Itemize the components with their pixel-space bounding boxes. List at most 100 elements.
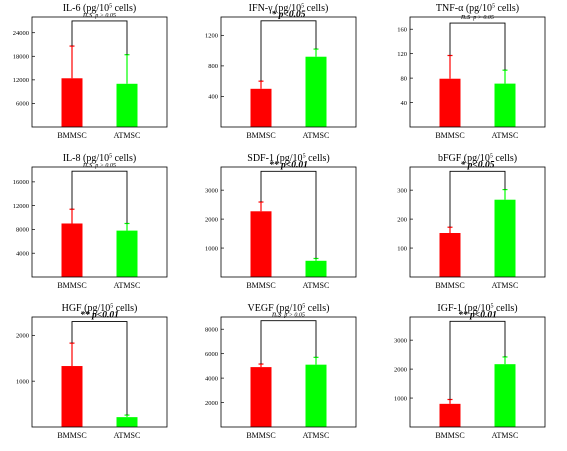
chart-title-unit-end: cells) bbox=[493, 303, 517, 314]
chart-title-sup: 5 bbox=[490, 304, 493, 310]
significance-bracket bbox=[449, 320, 506, 400]
bar-bmmsc bbox=[439, 233, 461, 277]
bar-atmsc bbox=[494, 199, 516, 277]
chart-title-unit: (pg/10 bbox=[461, 153, 490, 164]
category-label: BMMSC bbox=[57, 131, 86, 140]
chart-title-main: IL-6 bbox=[63, 3, 81, 14]
y-tick-label: 2000 bbox=[205, 400, 218, 407]
y-tick-label: 300 bbox=[397, 187, 407, 194]
y-tick-label: 8000 bbox=[16, 227, 29, 234]
chart-svg: IGF-1 (pg/105 cells) BMMSC ATMSC 1000 2000 30… bbox=[394, 303, 546, 440]
bar-atmsc bbox=[116, 83, 138, 127]
y-tick-label: 2000 bbox=[205, 216, 218, 223]
y-tick-label: 12000 bbox=[13, 203, 29, 210]
y-tick-label: 400 bbox=[208, 94, 218, 101]
chart-title-unit-end: cells) bbox=[495, 3, 519, 14]
y-tick-label: 18000 bbox=[13, 53, 29, 60]
significance-label: * p<0.05 bbox=[461, 159, 495, 170]
chart-title-unit: (pg/10 bbox=[462, 303, 491, 314]
chart-title: bFGF (pg/105 cells) bbox=[438, 153, 517, 164]
y-tick-label: 1000 bbox=[205, 245, 218, 252]
plot-frame bbox=[220, 316, 357, 428]
chart-title-main: IFN-γ bbox=[249, 3, 273, 14]
plot-frame bbox=[409, 16, 546, 128]
category-label: ATMSC bbox=[492, 131, 519, 140]
category-label: BMMSC bbox=[57, 281, 86, 290]
chart-panel-ifn-: IFN-γ (pg/105 cells) BMMSC ATMSC 400 800 1200… bbox=[189, 0, 378, 150]
chart-title-sup: 5 bbox=[301, 4, 304, 10]
category-label: BMMSC bbox=[246, 131, 275, 140]
significance-bracket bbox=[260, 320, 317, 365]
y-tick-label: 12000 bbox=[13, 77, 29, 84]
chart-panel-il-8: IL-8 (pg/105 cells) BMMSC ATMSC 4000 8000 120… bbox=[0, 150, 189, 300]
chart-title-unit: (pg/10 bbox=[81, 3, 110, 14]
category-label: ATMSC bbox=[114, 131, 141, 140]
chart-title-unit: (pg/10 bbox=[82, 303, 111, 314]
chart-panel-tnf-: TNF-α (pg/105 cells) BMMSC ATMSC 40 80 120 160… bbox=[378, 0, 567, 150]
y-tick-label: 1000 bbox=[16, 378, 29, 385]
bar-bmmsc bbox=[439, 403, 461, 427]
category-label: BMMSC bbox=[435, 431, 464, 440]
chart-title-main: IGF-1 bbox=[437, 303, 461, 314]
chart-title-unit: (pg/10 bbox=[274, 303, 303, 314]
y-tick-label: 160 bbox=[397, 26, 407, 33]
significance-bracket bbox=[449, 170, 506, 228]
plot-frame bbox=[409, 166, 546, 278]
chart-title: SDF-1 (pg/105 cells) bbox=[247, 153, 329, 164]
category-label: BMMSC bbox=[246, 431, 275, 440]
bar-atmsc bbox=[305, 260, 327, 277]
significance-bracket bbox=[449, 22, 506, 71]
category-label: ATMSC bbox=[303, 281, 330, 290]
significance-bracket bbox=[260, 20, 317, 82]
category-label: BMMSC bbox=[435, 281, 464, 290]
chart-title-sup: 5 bbox=[110, 304, 113, 310]
chart-title-main: TNF-α bbox=[436, 3, 464, 14]
chart-title-sup: 5 bbox=[490, 154, 493, 160]
chart-panel-hgf: HGF (pg/105 cells) BMMSC ATMSC 1000 2000 ** p… bbox=[0, 300, 189, 450]
y-tick-label: 200 bbox=[397, 216, 407, 223]
chart-title-sup: 5 bbox=[303, 154, 306, 160]
bar-atmsc bbox=[494, 364, 516, 427]
significance-bracket bbox=[71, 321, 128, 416]
category-label: ATMSC bbox=[492, 281, 519, 290]
chart-title-unit-end: cells) bbox=[112, 153, 136, 164]
y-tick-label: 6000 bbox=[205, 351, 218, 358]
chart-title-main: SDF-1 bbox=[247, 153, 274, 164]
plot-frame bbox=[31, 16, 168, 128]
bar-atmsc bbox=[116, 230, 138, 277]
y-tick-label: 1200 bbox=[205, 33, 218, 40]
chart-title: HGF (pg/105 cells) bbox=[62, 303, 138, 314]
bar-bmmsc bbox=[61, 366, 83, 427]
chart-title: VEGF (pg/105 cells) bbox=[248, 303, 330, 314]
category-label: BMMSC bbox=[57, 431, 86, 440]
chart-svg: TNF-α (pg/105 cells) BMMSC ATMSC 40 80 120 160… bbox=[397, 3, 546, 140]
chart-title-main: VEGF bbox=[248, 303, 275, 314]
plot-frame bbox=[220, 16, 357, 128]
category-label: ATMSC bbox=[114, 431, 141, 440]
y-tick-label: 24000 bbox=[13, 30, 29, 37]
chart-title: IFN-γ (pg/105 cells) bbox=[249, 3, 329, 14]
significance-label: ** p<0.01 bbox=[269, 159, 308, 170]
bar-bmmsc bbox=[61, 78, 83, 127]
chart-svg: bFGF (pg/105 cells) BMMSC ATMSC 100 200 300 * … bbox=[397, 153, 546, 290]
category-label: ATMSC bbox=[303, 431, 330, 440]
plot-frame bbox=[220, 166, 357, 278]
significance-bracket bbox=[260, 170, 317, 259]
chart-title: IGF-1 (pg/105 cells) bbox=[437, 303, 517, 314]
y-tick-label: 100 bbox=[397, 245, 407, 252]
category-label: ATMSC bbox=[114, 281, 141, 290]
plot-frame bbox=[409, 316, 546, 428]
chart-panel-igf-1: IGF-1 (pg/105 cells) BMMSC ATMSC 1000 2000 30… bbox=[378, 300, 567, 450]
chart-title-unit-end: cells) bbox=[112, 3, 136, 14]
chart-title-sup: 5 bbox=[109, 4, 112, 10]
significance-bracket bbox=[71, 170, 128, 224]
y-tick-label: 16000 bbox=[13, 179, 29, 186]
significance-label: n.s p > 0.05 bbox=[83, 10, 116, 19]
y-tick-label: 3000 bbox=[205, 187, 218, 194]
y-tick-label: 4000 bbox=[16, 250, 29, 257]
chart-svg: VEGF (pg/105 cells) BMMSC ATMSC 2000 4000 600… bbox=[205, 303, 357, 440]
y-tick-label: 6000 bbox=[16, 101, 29, 108]
y-tick-label: 120 bbox=[397, 51, 407, 58]
significance-label: * p<0.05 bbox=[272, 9, 306, 20]
